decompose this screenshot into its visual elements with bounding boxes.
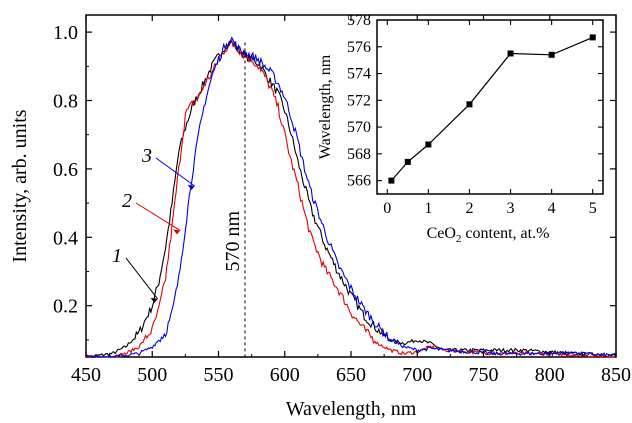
series-1-line — [85, 39, 617, 358]
inset-x-tick-label: 2 — [465, 200, 473, 217]
x-tick-label: 800 — [535, 364, 565, 386]
x-tick-label: 500 — [137, 364, 167, 386]
main-y-axis-title: Intensity, arb. units — [9, 109, 31, 262]
main-y-ticks: 0.2 0.4 0.6 0.8 1.0 — [53, 22, 616, 341]
inset-data-point — [425, 141, 432, 148]
inset-y-ticks: 566 568 570 572 574 576 578 — [347, 12, 603, 190]
inset-x-ticks: 0 1 2 3 4 5 — [383, 20, 597, 217]
curve-1-arrowhead — [150, 297, 158, 303]
inset-y-tick-label: 572 — [347, 92, 371, 109]
x-tick-label: 750 — [469, 364, 499, 386]
curve-labels: 1 2 3 — [112, 145, 195, 303]
inset-y-tick-label: 578 — [347, 12, 371, 29]
main-x-ticks: 450 500 550 600 650 700 750 800 850 — [71, 15, 631, 386]
inset-data-point — [466, 101, 473, 108]
curve-2-arrowhead — [173, 229, 181, 235]
y-tick-label: 0.4 — [53, 227, 78, 249]
x-tick-label: 850 — [601, 364, 631, 386]
inset-x-title-sub: 2 — [456, 233, 462, 245]
y-tick-label: 0.8 — [53, 91, 78, 113]
curve-3-leader — [155, 157, 195, 187]
inset-y-tick-label: 566 — [347, 173, 371, 190]
curve-3-label: 3 — [141, 145, 152, 167]
inset-data-point — [548, 51, 555, 58]
main-chart: 570 nm 450 500 550 600 650 700 750 800 850 0.20.… — [9, 14, 631, 420]
y-tick-label: 0.2 — [53, 296, 78, 318]
inset-y-tick-label: 574 — [347, 66, 371, 83]
curve-1-leader — [125, 257, 158, 300]
inset-data-point — [507, 50, 514, 57]
x-tick-label: 550 — [204, 364, 234, 386]
inset-x-tick-label: 4 — [548, 200, 556, 217]
x-tick-label: 600 — [270, 364, 300, 386]
inset-y-tick-label: 576 — [347, 39, 371, 56]
curve-2-leader — [135, 202, 181, 231]
inset-y-tick-label: 570 — [347, 119, 371, 136]
inset-data-point — [589, 34, 596, 41]
main-x-axis-title: Wavelength, nm — [286, 398, 417, 420]
annotation-label: 570 nm — [222, 211, 244, 272]
inset-x-tick-label: 1 — [424, 200, 432, 217]
main-series-lines — [85, 36, 617, 358]
inset-x-tick-label: 0 — [383, 200, 391, 217]
curve-2-label: 2 — [122, 190, 132, 212]
inset-y-axis-title: Wavelength, nm — [317, 54, 334, 159]
inset-x-tick-label: 3 — [507, 200, 515, 217]
inset-x-tick-label: 5 — [589, 200, 597, 217]
curve-3-arrowhead — [187, 185, 195, 190]
curve-1-label: 1 — [112, 245, 122, 267]
inset-x-title-post: content, at.% — [461, 225, 549, 242]
x-tick-label: 450 — [71, 364, 101, 386]
inset-x-axis-title: CeO2 content, at.% — [427, 225, 550, 245]
series-3-line — [85, 36, 617, 358]
x-tick-label: 650 — [336, 364, 366, 386]
y-tick-label: 1.0 — [53, 22, 78, 44]
x-tick-label: 700 — [402, 364, 432, 386]
inset-x-title-pre: CeO — [427, 225, 456, 242]
inset-series — [388, 34, 596, 184]
inset-data-point — [404, 158, 411, 165]
y-tick-label: 0.6 — [53, 159, 78, 181]
inset-y-tick-label: 568 — [347, 146, 371, 163]
inset-data-point — [388, 177, 395, 184]
inset-plot-frame — [376, 19, 604, 195]
